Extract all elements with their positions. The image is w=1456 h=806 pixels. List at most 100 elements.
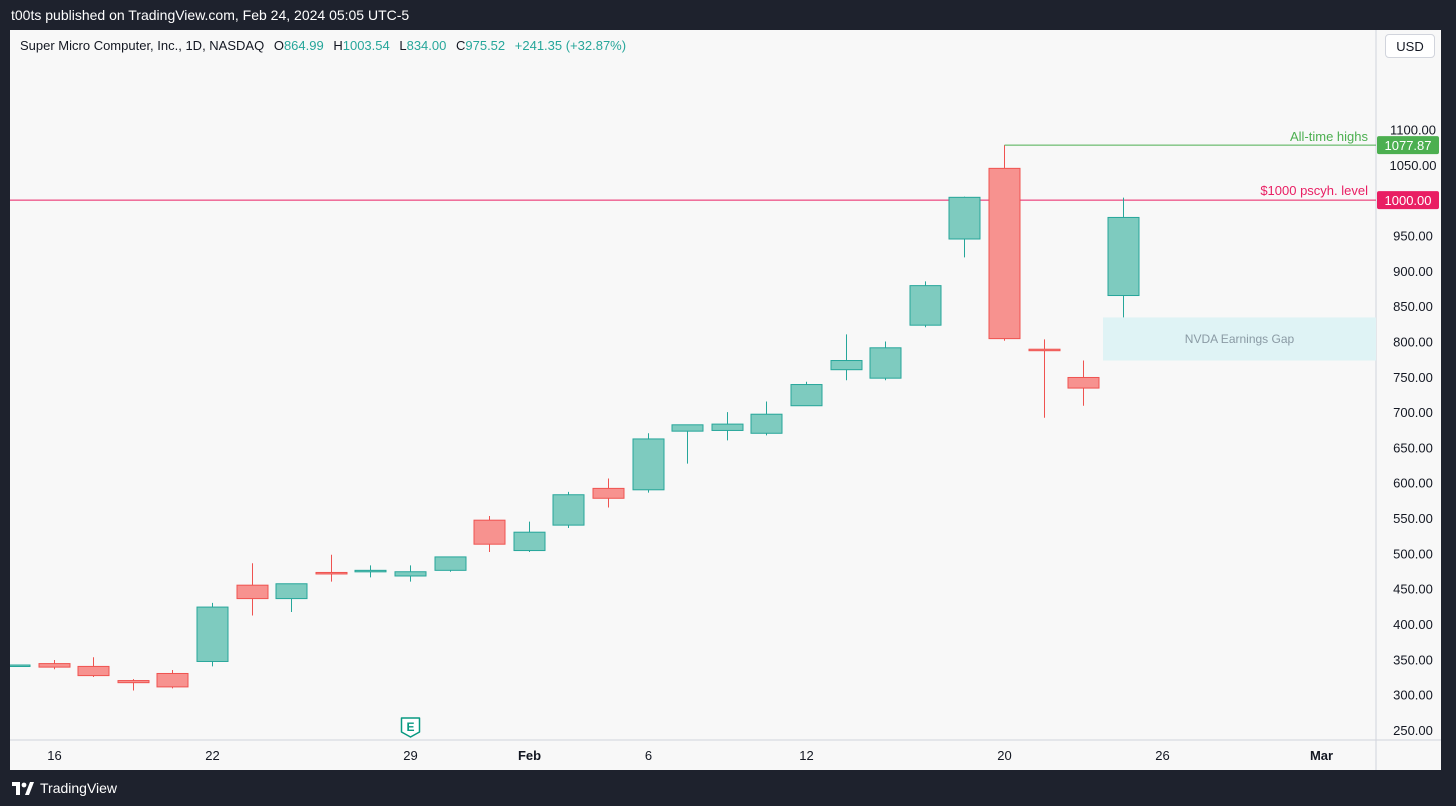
time-tick-label: 6 [645, 748, 652, 763]
candle [869, 341, 902, 381]
candle [988, 145, 1021, 341]
candle-body [117, 680, 150, 684]
ath-label: All-time highs [1290, 129, 1369, 144]
candle [592, 478, 625, 508]
price-tick-label: 500.00 [1393, 546, 1433, 561]
candle [671, 424, 704, 464]
candle-body [196, 606, 229, 662]
candle [750, 401, 783, 436]
candle [513, 521, 546, 552]
candle-body [552, 494, 585, 526]
candle [1107, 197, 1140, 318]
candle-body [156, 672, 189, 688]
candle-body [869, 347, 902, 379]
candle [1028, 339, 1061, 418]
psych-level-label: $1000 pscyh. level [1260, 183, 1368, 198]
candle-body [750, 413, 783, 434]
tradingview-brand-label: TradingView [40, 780, 118, 796]
candle [354, 565, 387, 578]
price-tick-label: 850.00 [1393, 299, 1433, 314]
price-tick-label: 650.00 [1393, 440, 1433, 455]
candle [948, 196, 981, 258]
earnings-event-marker: E [400, 717, 421, 738]
price-tick-label: 600.00 [1393, 476, 1433, 491]
candle-body [830, 360, 863, 371]
symbol-legend: Super Micro Computer, Inc., 1D, NASDAQ O… [20, 38, 626, 53]
time-tick-label: 12 [799, 748, 813, 763]
candle [394, 565, 427, 582]
candle-body [275, 583, 308, 600]
earnings-gap-label: NVDA Earnings Gap [1185, 332, 1295, 346]
close-label: C [455, 38, 466, 53]
candle-body [632, 438, 665, 491]
candle [711, 412, 744, 441]
candle [38, 660, 71, 670]
candle-body [790, 384, 823, 407]
open-label: O [273, 38, 284, 53]
time-tick-label: Feb [518, 748, 541, 763]
price-tick-label: 950.00 [1393, 228, 1433, 243]
time-tick-label: Mar [1310, 748, 1333, 763]
price-tick-label: 550.00 [1393, 511, 1433, 526]
footer-bar: TradingView [0, 770, 1456, 806]
candle [1067, 360, 1100, 406]
chart-panel[interactable]: NVDA Earnings Gap All-time highs $1000 psc… [10, 30, 1441, 770]
candle [275, 583, 308, 613]
candle [909, 281, 942, 328]
price-tick-label: 700.00 [1393, 405, 1433, 420]
candle-body [1107, 216, 1140, 297]
time-tick-label: 20 [997, 748, 1011, 763]
candle-body [236, 584, 269, 600]
candle-body [948, 196, 981, 240]
time-tick-label: 29 [403, 748, 417, 763]
candle-body [77, 665, 110, 677]
close-value: 975.52 [465, 38, 506, 53]
candle-body [434, 556, 467, 571]
candle [552, 491, 585, 528]
candle [196, 602, 229, 667]
price-tick-label: 750.00 [1393, 370, 1433, 385]
candle-body [10, 664, 31, 668]
candlestick-chart[interactable]: NVDA Earnings Gap All-time highs $1000 psc… [10, 30, 1441, 770]
published-header: t00ts published on TradingView.com, Feb … [11, 7, 410, 23]
ath-price-badge-label: 1077.87 [1385, 138, 1432, 153]
candle-body [909, 285, 942, 326]
tradingview-logo-icon [12, 781, 34, 795]
candle-body [671, 424, 704, 432]
candle [10, 664, 31, 668]
low-label: L [399, 38, 407, 53]
candle-body [394, 571, 427, 577]
tradingview-logo[interactable]: TradingView [12, 779, 117, 797]
time-tick-label: 16 [47, 748, 61, 763]
candle-body [354, 569, 387, 573]
price-tick-label: 300.00 [1393, 688, 1433, 703]
price-tick-label: 450.00 [1393, 582, 1433, 597]
price-tick-label: 250.00 [1393, 723, 1433, 738]
candle-body [711, 423, 744, 431]
candle [315, 554, 348, 582]
time-tick-label: 22 [205, 748, 219, 763]
candle [790, 381, 823, 407]
candle-body [1028, 348, 1061, 352]
symbol-title: Super Micro Computer, Inc., 1D, NASDAQ [20, 38, 265, 53]
candle [156, 669, 189, 689]
psych-price-badge-label: 1000.00 [1385, 193, 1432, 208]
candle [830, 334, 863, 381]
high-value: 1003.54 [342, 38, 390, 53]
candle-body [513, 531, 546, 552]
psych-price-badge [1377, 191, 1439, 210]
earnings-gap-zone [1103, 317, 1376, 361]
earnings-event-label: E [406, 720, 414, 734]
low-value: 834.00 [406, 38, 447, 53]
currency-button[interactable]: USD [1385, 34, 1435, 58]
ath-price-badge [1377, 136, 1439, 155]
price-tick-label: 800.00 [1393, 334, 1433, 349]
time-tick-label: 26 [1155, 748, 1169, 763]
candle [117, 679, 150, 691]
candle-body [592, 487, 625, 499]
earnings-event-icon [400, 717, 421, 738]
candle-body [988, 167, 1021, 340]
candle-body [38, 663, 71, 668]
candle-body [315, 571, 348, 575]
candle [632, 433, 665, 493]
